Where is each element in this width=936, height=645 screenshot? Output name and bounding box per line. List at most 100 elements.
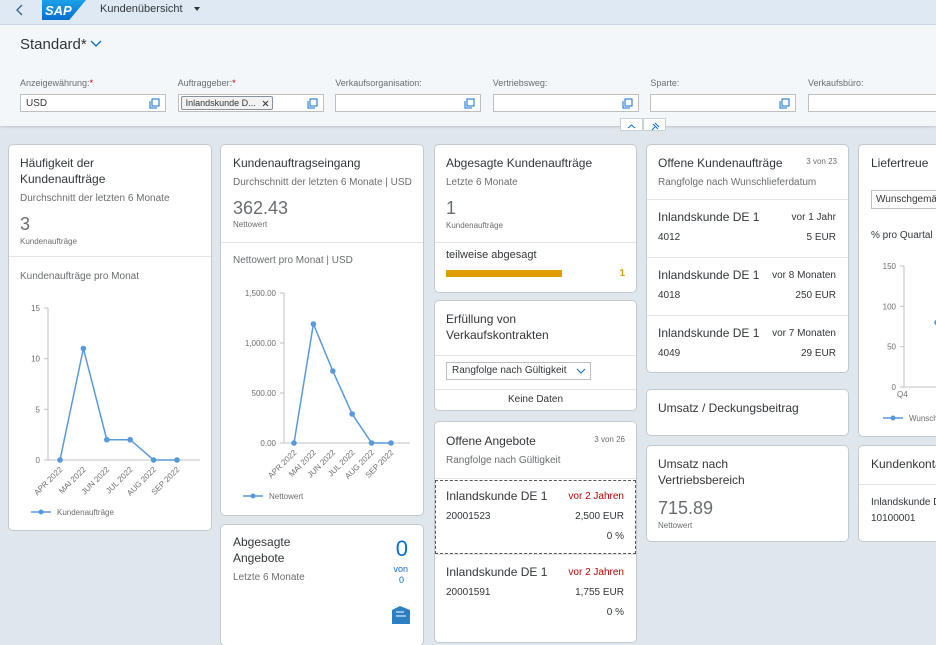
value-help[interactable] [464,98,475,109]
bar-label: teilweise abgesagt [446,249,537,261]
selected-item[interactable] [435,480,636,554]
kpi-of: von [393,564,408,574]
card[interactable] [647,145,848,372]
series-line [293,321,391,444]
chart-title: Nettowert pro Monat | USD [233,255,353,266]
kpi: 3 [20,214,31,234]
divider [435,242,636,243]
filter-label: Anzeigewährung:* [20,79,93,88]
filter-label-text: Anzeigewährung: [20,78,90,88]
collapse-button[interactable] [620,118,643,131]
filter-label: Sparte: [650,79,679,88]
variant[interactable]: Standard* [20,36,87,53]
card[interactable] [647,446,848,541]
card-subtitle: Durchschnitt der letzten 6 Monate [20,193,170,204]
filter-input[interactable] [492,94,639,112]
value-help[interactable] [307,98,318,109]
data-point [127,436,133,443]
filter-input[interactable] [808,94,936,112]
filter-input[interactable]: USD [20,94,166,112]
bar [446,270,562,277]
back-button[interactable] [14,3,26,17]
card[interactable] [9,145,211,530]
title-dropdown[interactable] [193,5,201,13]
item-percent: 0 % [606,607,624,618]
filter-label-text: Vertriebsweg: [492,78,548,88]
card[interactable] [647,390,848,435]
token[interactable]: Inlandskunde D... [180,96,273,110]
item-id: 4018 [658,290,681,301]
card-subtitle: Rangfolge nach Wunschlieferdatum [658,177,817,188]
y-tick-label: 50 [887,343,896,352]
item-name[interactable]: Inlandskunde DE 1 [446,565,548,579]
item-id: 4049 [658,348,681,359]
pin-button[interactable] [643,118,666,131]
card-title: Umsatz nach Vertriebsbereich [658,457,745,487]
kpi: 1 [446,198,457,218]
divider [647,199,848,200]
filter-input[interactable] [650,94,797,112]
divider [435,554,636,555]
filter-input[interactable] [335,94,482,112]
select-value[interactable]: Rangfolge nach Gültigkeit [452,365,567,376]
card[interactable] [435,145,636,292]
y-tick-label: 0.00 [260,439,276,448]
token-text[interactable]: Inlandskunde D... [185,98,256,108]
x-tick-label: Q4 [897,390,908,399]
bar-value: 1 [619,268,625,279]
item-percent: 0 % [606,531,624,542]
card-title: Offene Angebote [446,434,536,448]
divider [221,242,423,243]
filter-value[interactable]: USD [26,98,48,109]
y-tick-label: 15 [31,304,40,313]
select[interactable] [446,362,591,380]
filter-label-text: Auftraggeber: [177,78,233,88]
value-help[interactable] [622,98,633,109]
card[interactable] [435,422,636,642]
card[interactable] [859,446,936,541]
select-value[interactable]: Wunschgemä [876,194,936,205]
filter-input[interactable]: Inlandskunde D... [177,94,324,112]
kpi: 362.43 [233,198,289,218]
item-amount: 29 EUR [800,348,836,359]
card-count: 3 von 23 [806,157,837,166]
card-subtitle: Durchschnitt der letzten 6 Monate | USD [233,177,412,188]
item-name[interactable]: Inlandskunde DE 1 [658,268,760,282]
item-name[interactable]: Inlandskunde DE 1 [658,326,760,340]
filter-label-text: Verkaufsorganisation: [335,78,422,88]
legend-label: Nettowert [269,492,304,501]
y-tick-label: 10 [31,355,40,364]
card-title: Abgesagte Kundenaufträge [446,156,593,170]
app-title[interactable]: Kundenübersicht [100,3,183,15]
data-point [150,457,157,463]
data-point [174,457,180,463]
item-amount: 2,500 EUR [575,511,624,522]
value-help[interactable] [779,98,790,109]
card[interactable] [221,145,423,515]
token-remove[interactable] [262,100,269,107]
filter-label-text: Verkaufsbüro: [808,78,864,88]
legend-marker [38,509,44,515]
item-name[interactable]: Inlandskunde DE 1 [446,489,548,503]
divider [9,256,211,257]
card-title: Häufigkeit der Kundenaufträge [20,156,106,186]
filter-label: Verkaufsorganisation: [335,79,422,88]
select[interactable] [871,190,936,209]
kpi-label: Nettowert [658,521,693,530]
chart-title: % pro Quartal [871,230,933,241]
shell-bar [0,0,936,25]
card-title: Kundenauftragseingang [233,156,361,170]
required-marker: * [232,78,236,88]
item-name[interactable]: Inlandskunde DE 1 [658,210,760,224]
divider [647,257,848,258]
variant-chevron[interactable] [89,39,103,49]
contact-name: Inlandskunde D [871,497,936,508]
legend-marker [890,415,896,421]
card-subtitle: Letzte 6 Monate [233,572,305,583]
filter-label: Auftraggeber:* [178,79,236,88]
value-help[interactable] [149,98,160,109]
data-point [330,368,336,374]
legend-label: Wunsch [909,414,936,423]
item-id: 20001523 [446,511,491,522]
